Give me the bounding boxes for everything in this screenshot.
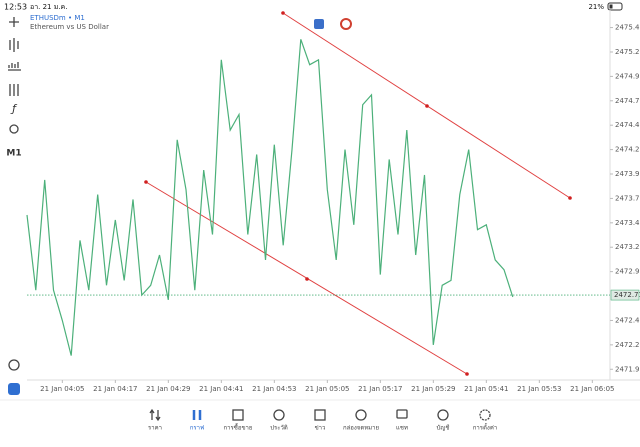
nav-label[interactable]: ประวัติ bbox=[270, 425, 288, 432]
crosshair-tool[interactable] bbox=[9, 17, 19, 27]
nav-icon[interactable] bbox=[232, 409, 244, 421]
trend-handle[interactable] bbox=[144, 180, 148, 184]
nav-label[interactable]: บัญชี bbox=[437, 424, 450, 432]
y-tick-label: 2472.45 bbox=[615, 316, 640, 324]
nav-label[interactable]: การตั้งค่า bbox=[473, 422, 497, 432]
y-tick-label: 2473.70 bbox=[615, 194, 640, 202]
x-tick-label: 21 Jan 05:41 bbox=[464, 385, 508, 393]
trend-handle[interactable] bbox=[465, 372, 469, 376]
nav-label[interactable]: การซื้อขาย bbox=[224, 422, 253, 432]
objects-tool[interactable] bbox=[9, 124, 19, 134]
x-tick-label: 21 Jan 04:29 bbox=[146, 385, 190, 393]
y-tick-label: 2471.95 bbox=[615, 365, 640, 373]
nav-icon[interactable] bbox=[273, 409, 285, 421]
status-date: อา. 21 ม.ค. bbox=[30, 3, 67, 11]
y-tick-label: 2474.95 bbox=[615, 72, 640, 80]
signal-icon[interactable] bbox=[340, 18, 352, 30]
trend-lines bbox=[144, 11, 572, 376]
nav-icon[interactable] bbox=[149, 408, 161, 422]
nav-icon[interactable] bbox=[314, 409, 326, 421]
x-tick-label: 21 Jan 05:17 bbox=[358, 385, 402, 393]
left-toolbar: ƒ M1 bbox=[6, 17, 22, 395]
nav-icon[interactable] bbox=[479, 409, 491, 421]
nav-icon[interactable] bbox=[192, 410, 202, 420]
y-tick-label: 2473.95 bbox=[615, 170, 640, 178]
nav-icon[interactable] bbox=[355, 409, 367, 421]
current-price-label: 2472.71 bbox=[614, 291, 640, 299]
price-line bbox=[26, 39, 514, 356]
chart-type-tool[interactable] bbox=[9, 38, 19, 52]
x-tick-label: 21 Jan 05:29 bbox=[411, 385, 455, 393]
timeframe-button[interactable]: M1 bbox=[6, 149, 21, 159]
x-tick-label: 21 Jan 06:05 bbox=[570, 385, 614, 393]
indicators-tool[interactable] bbox=[8, 62, 21, 71]
nav-label[interactable]: กล่องจดหมาย bbox=[343, 425, 379, 432]
nav-label[interactable]: แชท bbox=[396, 425, 408, 432]
y-tick-label: 2473.45 bbox=[615, 219, 640, 227]
chart-title: ETHUSDm • M1 bbox=[30, 14, 85, 22]
zoom-tool[interactable] bbox=[8, 359, 20, 371]
nav-label[interactable]: ข่าว bbox=[315, 425, 326, 432]
y-tick-label: 2474.70 bbox=[615, 97, 640, 105]
trend-handle[interactable] bbox=[281, 11, 285, 15]
status-battery: 21% bbox=[588, 3, 604, 11]
y-tick-label: 2475.45 bbox=[615, 24, 640, 32]
x-tick-label: 21 Jan 05:53 bbox=[517, 385, 561, 393]
y-tick-label: 2474.20 bbox=[615, 146, 640, 154]
current-price-box bbox=[610, 289, 640, 301]
trend-handle[interactable] bbox=[425, 104, 429, 108]
y-tick-label: 2473.20 bbox=[615, 243, 640, 251]
trade-tool[interactable] bbox=[8, 383, 20, 395]
battery-icon bbox=[607, 2, 623, 11]
y-tick-label: 2475.20 bbox=[615, 48, 640, 56]
trend-handle[interactable] bbox=[568, 196, 572, 200]
nav-icons bbox=[149, 408, 491, 422]
y-tick-label: 2472.20 bbox=[615, 341, 640, 349]
nav-icon[interactable] bbox=[396, 409, 408, 419]
nav-label[interactable]: กราฟ bbox=[190, 425, 204, 432]
x-tick-label: 21 Jan 04:41 bbox=[199, 385, 243, 393]
x-tick-label: 21 Jan 04:05 bbox=[40, 385, 84, 393]
x-tick-label: 21 Jan 04:17 bbox=[93, 385, 137, 393]
status-time: 12:53 bbox=[4, 3, 27, 12]
function-tool[interactable]: ƒ bbox=[10, 102, 18, 115]
battery-level bbox=[609, 4, 613, 9]
chart-subtitle: Ethereum vs US Dollar bbox=[30, 23, 109, 31]
x-tick-label: 21 Jan 04:53 bbox=[252, 385, 296, 393]
nav-label[interactable]: ราคา bbox=[148, 425, 162, 432]
settings-tool[interactable] bbox=[9, 84, 19, 96]
y-tick-label: 2472.95 bbox=[615, 268, 640, 276]
nav-icon[interactable] bbox=[437, 409, 449, 421]
one-click-trade-icon[interactable] bbox=[314, 19, 324, 29]
y-tick-label: 2474.45 bbox=[615, 121, 640, 129]
trend-handle[interactable] bbox=[305, 277, 309, 281]
x-tick-label: 21 Jan 05:05 bbox=[305, 385, 349, 393]
